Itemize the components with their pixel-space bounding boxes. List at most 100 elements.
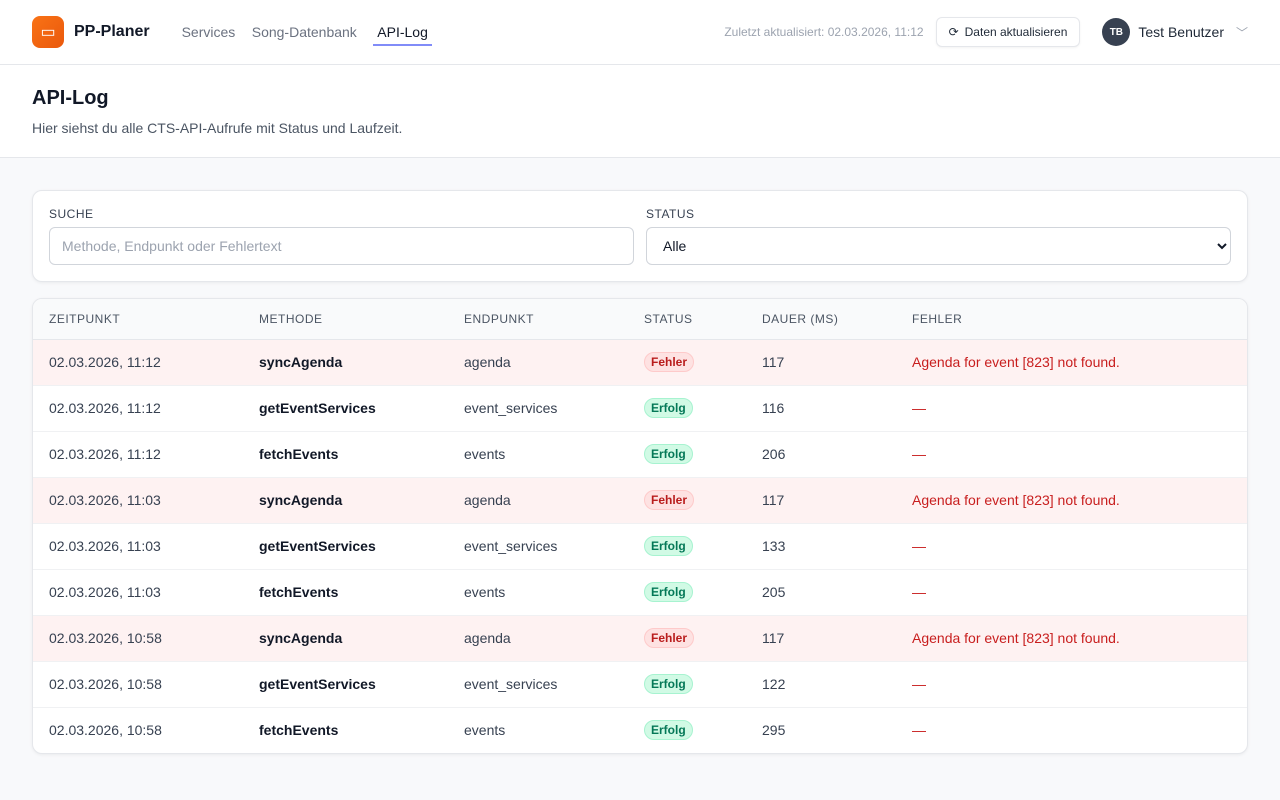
avatar[interactable]: TB xyxy=(1102,18,1130,46)
table-row[interactable]: 02.03.2026, 11:03 syncAgenda agenda Fehl… xyxy=(33,477,1247,523)
api-log-table-card: ZEITPUNKTMETHODEENDPUNKTSTATUSDAUER (MS)… xyxy=(32,298,1248,754)
search-input[interactable] xyxy=(49,227,634,265)
column-header: ZEITPUNKT xyxy=(33,299,243,339)
cell-time: 02.03.2026, 11:12 xyxy=(33,385,243,431)
cell-error: Agenda for event [823] not found. xyxy=(896,615,1247,661)
status-badge: Erfolg xyxy=(644,582,693,602)
cell-method: fetchEvents xyxy=(243,431,448,477)
column-header: ENDPUNKT xyxy=(448,299,628,339)
cell-endpoint: event_services xyxy=(448,385,628,431)
cell-status: Erfolg xyxy=(628,431,746,477)
cell-endpoint: event_services xyxy=(448,661,628,707)
cell-error: Agenda for event [823] not found. xyxy=(896,477,1247,523)
cell-status: Erfolg xyxy=(628,385,746,431)
column-header: METHODE xyxy=(243,299,448,339)
cell-endpoint: events xyxy=(448,431,628,477)
cell-duration: 133 xyxy=(746,523,896,569)
chevron-down-icon[interactable]: ﹀ xyxy=(1236,24,1248,41)
status-badge: Fehler xyxy=(644,352,694,372)
cell-status: Fehler xyxy=(628,615,746,661)
cell-status: Erfolg xyxy=(628,523,746,569)
cell-duration: 117 xyxy=(746,477,896,523)
status-badge: Erfolg xyxy=(644,444,693,464)
page-title: API-Log xyxy=(32,87,1248,110)
api-log-table: ZEITPUNKTMETHODEENDPUNKTSTATUSDAUER (MS)… xyxy=(33,299,1247,753)
column-header: FEHLER xyxy=(896,299,1247,339)
status-badge: Fehler xyxy=(644,490,694,510)
column-header: STATUS xyxy=(628,299,746,339)
status-badge: Erfolg xyxy=(644,720,693,740)
table-row[interactable]: 02.03.2026, 11:03 fetchEvents events Erf… xyxy=(33,569,1247,615)
cell-method: fetchEvents xyxy=(243,569,448,615)
status-select[interactable]: Alle xyxy=(646,227,1231,265)
last-updated: Zuletzt aktualisiert: 02.03.2026, 11:12 xyxy=(724,25,923,39)
cell-duration: 295 xyxy=(746,707,896,753)
status-badge: Erfolg xyxy=(644,398,693,418)
status-label: STATUS xyxy=(646,207,1231,221)
cell-error: Agenda for event [823] not found. xyxy=(896,339,1247,385)
cell-status: Fehler xyxy=(628,339,746,385)
cell-method: getEventServices xyxy=(243,523,448,569)
cell-duration: 117 xyxy=(746,339,896,385)
refresh-icon: ⟳ xyxy=(949,25,959,39)
cell-endpoint: agenda xyxy=(448,615,628,661)
cell-method: syncAgenda xyxy=(243,615,448,661)
cell-duration: 117 xyxy=(746,615,896,661)
cell-duration: 206 xyxy=(746,431,896,477)
cell-duration: 122 xyxy=(746,661,896,707)
table-row[interactable]: 02.03.2026, 10:58 fetchEvents events Erf… xyxy=(33,707,1247,753)
cell-time: 02.03.2026, 11:03 xyxy=(33,523,243,569)
status-badge: Erfolg xyxy=(644,674,693,694)
cell-time: 02.03.2026, 10:58 xyxy=(33,661,243,707)
cell-time: 02.03.2026, 10:58 xyxy=(33,707,243,753)
filter-card: SUCHE STATUS Alle xyxy=(32,190,1248,282)
cell-method: syncAgenda xyxy=(243,339,448,385)
user-name[interactable]: Test Benutzer xyxy=(1138,24,1224,40)
status-badge: Fehler xyxy=(644,628,694,648)
cell-endpoint: events xyxy=(448,707,628,753)
column-header: DAUER (MS) xyxy=(746,299,896,339)
cell-error: — xyxy=(896,569,1247,615)
cell-endpoint: events xyxy=(448,569,628,615)
cell-endpoint: agenda xyxy=(448,477,628,523)
cell-method: getEventServices xyxy=(243,385,448,431)
cell-status: Fehler xyxy=(628,477,746,523)
cell-error: — xyxy=(896,661,1247,707)
app-logo-icon[interactable]: ▭ xyxy=(32,16,64,48)
cell-error: — xyxy=(896,385,1247,431)
table-row[interactable]: 02.03.2026, 11:12 syncAgenda agenda Fehl… xyxy=(33,339,1247,385)
table-row[interactable]: 02.03.2026, 11:03 getEventServices event… xyxy=(33,523,1247,569)
top-bar: ▭ PP-Planer Services Song-Datenbank API-… xyxy=(0,0,1280,65)
page-header: API-Log Hier siehst du alle CTS-API-Aufr… xyxy=(0,65,1280,158)
cell-method: syncAgenda xyxy=(243,477,448,523)
cell-method: getEventServices xyxy=(243,661,448,707)
cell-duration: 116 xyxy=(746,385,896,431)
refresh-label: Daten aktualisieren xyxy=(965,25,1068,39)
cell-endpoint: event_services xyxy=(448,523,628,569)
nav-api-log[interactable]: API-Log xyxy=(373,20,432,46)
cell-status: Erfolg xyxy=(628,661,746,707)
cell-time: 02.03.2026, 11:03 xyxy=(33,477,243,523)
page-subtitle: Hier siehst du alle CTS-API-Aufrufe mit … xyxy=(32,120,1248,136)
refresh-button[interactable]: ⟳ Daten aktualisieren xyxy=(936,17,1081,47)
cell-duration: 205 xyxy=(746,569,896,615)
cell-time: 02.03.2026, 11:12 xyxy=(33,339,243,385)
cell-error: — xyxy=(896,431,1247,477)
cell-time: 02.03.2026, 11:12 xyxy=(33,431,243,477)
nav-song-datenbank[interactable]: Song-Datenbank xyxy=(252,18,357,46)
cell-status: Erfolg xyxy=(628,707,746,753)
table-row[interactable]: 02.03.2026, 10:58 getEventServices event… xyxy=(33,661,1247,707)
main-nav: Services Song-Datenbank API-Log xyxy=(182,18,444,46)
cell-status: Erfolg xyxy=(628,569,746,615)
cell-method: fetchEvents xyxy=(243,707,448,753)
app-name[interactable]: PP-Planer xyxy=(74,23,150,41)
search-label: SUCHE xyxy=(49,207,634,221)
nav-services[interactable]: Services xyxy=(182,18,236,46)
table-row[interactable]: 02.03.2026, 11:12 getEventServices event… xyxy=(33,385,1247,431)
table-row[interactable]: 02.03.2026, 10:58 syncAgenda agenda Fehl… xyxy=(33,615,1247,661)
cell-error: — xyxy=(896,707,1247,753)
cell-endpoint: agenda xyxy=(448,339,628,385)
status-badge: Erfolg xyxy=(644,536,693,556)
cell-time: 02.03.2026, 10:58 xyxy=(33,615,243,661)
table-row[interactable]: 02.03.2026, 11:12 fetchEvents events Erf… xyxy=(33,431,1247,477)
